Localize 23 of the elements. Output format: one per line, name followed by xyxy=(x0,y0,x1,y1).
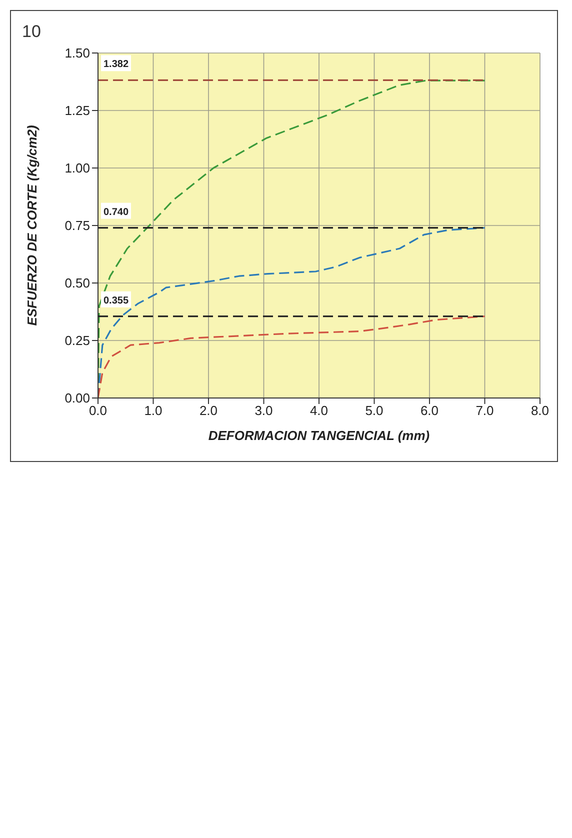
text: 10 xyxy=(22,22,41,42)
x-tick-label: 7.0 xyxy=(476,403,494,418)
x-tick-label: 1.0 xyxy=(144,403,162,418)
y-tick-label: 1.50 xyxy=(64,46,90,61)
x-tick-label: 2.0 xyxy=(199,403,218,418)
annotation: 1.382 xyxy=(103,59,129,70)
y-tick-label: 1.25 xyxy=(64,103,90,118)
y-tick-label: 0.00 xyxy=(64,390,90,406)
y-axis-title: ESFUERZO DE CORTE (Kg/cm2) xyxy=(24,125,40,326)
y-tick-label: 0.50 xyxy=(64,276,90,291)
annotation: 0.355 xyxy=(103,295,129,306)
x-tick-label: 8.0 xyxy=(530,403,550,418)
x-tick-label: 4.0 xyxy=(310,403,328,418)
x-tick-label: 0.0 xyxy=(88,403,108,418)
y-tick-label: 0.25 xyxy=(64,333,90,348)
x-tick-label: 5.0 xyxy=(365,403,384,418)
y-tick-label: 0.75 xyxy=(64,218,90,234)
x-tick-label: 6.0 xyxy=(420,403,439,418)
line-series xyxy=(98,316,486,398)
x-axis-title: DEFORMACION TANGENCIAL (mm) xyxy=(208,428,430,443)
x-tick-label: 3.0 xyxy=(254,403,273,418)
annotation: 0.740 xyxy=(103,206,129,218)
y-tick-label: 1.00 xyxy=(64,160,90,176)
